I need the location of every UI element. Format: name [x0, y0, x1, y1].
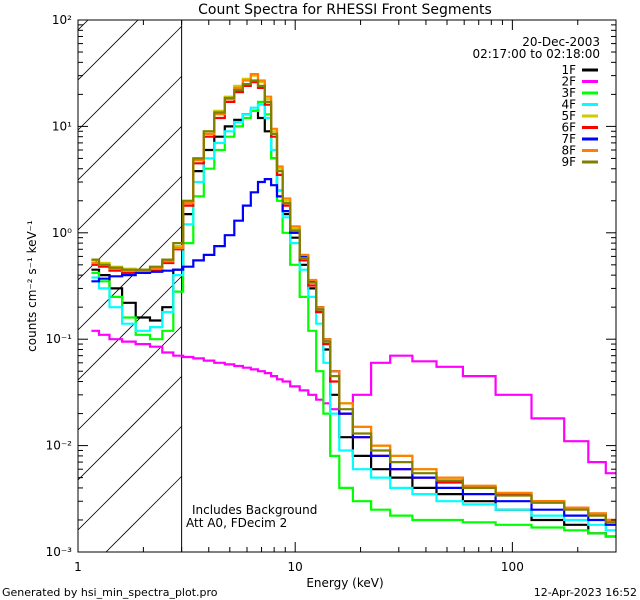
x-tick-label: 100: [501, 560, 524, 574]
legend-label-4f: 4F: [561, 98, 576, 112]
legend-label-1f: 1F: [561, 63, 576, 77]
annotation-background: Includes Background: [192, 503, 317, 517]
y-tick-labels: 10⁻³ 10⁻² 10⁻¹ 10⁰ 10¹ 10²: [46, 13, 73, 559]
legend-label-5f: 5F: [561, 109, 576, 123]
series-line-7f: [91, 178, 616, 526]
series-line-6f: [91, 81, 616, 522]
legend-label-9f: 9F: [561, 155, 576, 169]
footer-generated-by: Generated by hsi_min_spectra_plot.pro: [2, 586, 218, 599]
plot-frame: [77, 19, 617, 553]
legend-label-3f: 3F: [561, 86, 576, 100]
hatch-line: [78, 26, 182, 131]
y-tick-label: 10²: [52, 13, 72, 27]
y-tick-label: 10⁻³: [46, 545, 73, 559]
time-range-label: 02:17:00 to 02:18:00: [473, 47, 600, 61]
series-line-1f: [91, 109, 616, 538]
legend-label-8f: 8F: [561, 144, 576, 158]
series-line-9f: [91, 79, 616, 524]
chart-title: Count Spectra for RHESSI Front Segments: [198, 2, 492, 18]
x-axis-label: Energy (keV): [306, 576, 383, 590]
series-line-3f: [91, 100, 616, 538]
x-tick-labels: 1 10 100: [74, 560, 524, 574]
hatch-line: [78, 376, 182, 481]
y-axis-label: counts cm⁻² s⁻¹ keV⁻¹: [25, 220, 39, 352]
annotation-attenuator: Att A0, FDecim 2: [186, 516, 287, 530]
y-tick-label: 10⁻¹: [46, 332, 73, 346]
series-lines: [91, 73, 616, 538]
x-tick-label: 1: [74, 560, 82, 574]
legend-label-7f: 7F: [561, 132, 576, 146]
legend-label-6f: 6F: [561, 121, 576, 135]
legend-label-2f: 2F: [561, 75, 576, 89]
series-line-5f: [91, 74, 616, 522]
hatch-line: [78, 76, 182, 181]
y-tick-label: 10⁰: [52, 226, 72, 240]
hatch-line: [78, 426, 182, 531]
series-line-8f: [91, 73, 616, 522]
y-tick-label: 10¹: [52, 119, 72, 133]
hatch-line: [78, 326, 182, 431]
date-label: 20-Dec-2003: [522, 35, 600, 49]
hatch-line: [105, 476, 182, 552]
series-line-4f: [91, 103, 616, 532]
x-tick-label: 10: [288, 560, 303, 574]
footer-timestamp: 12-Apr-2023 16:52: [534, 586, 637, 599]
hatch-line: [78, 20, 139, 81]
excluded-region-hatch: [78, 20, 183, 552]
hatch-line: [78, 276, 182, 381]
hatch-line: [78, 20, 89, 31]
series-line-2f: [91, 329, 616, 475]
hatch-line: [78, 126, 182, 231]
y-tick-label: 10⁻²: [46, 439, 73, 453]
hatch-line: [78, 226, 182, 331]
